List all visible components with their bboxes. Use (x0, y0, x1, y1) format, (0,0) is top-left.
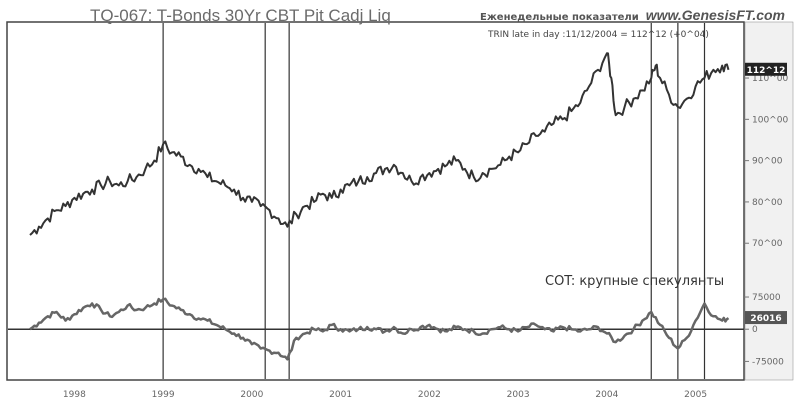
x-tick-label-1999: 1999 (152, 390, 175, 400)
chart-title: TQ-067: T-Bonds 30Yr CBT Pit Cadj Liq (90, 6, 391, 25)
price-last-value: 112^12 (747, 66, 786, 76)
cot-tick-label-1: 0 (752, 325, 758, 335)
cot-last-value: 26016 (750, 314, 781, 324)
x-axis-tick-labels: 1998 1999 2000 2001 2002 2003 2004 2005 (63, 390, 707, 400)
x-tick-label-2004: 2004 (595, 390, 618, 400)
price-tick-label-1: 100^00 (752, 115, 788, 125)
x-tick-label-2001: 2001 (329, 390, 352, 400)
price-last-badge: 112^12 (745, 62, 787, 76)
price-axis-ticks: 110^00 100^00 90^00 80^00 70^00 (744, 74, 788, 249)
cot-axis-ticks: 75000 0 -75000 (744, 293, 784, 367)
price-tick-label-3: 80^00 (752, 198, 783, 208)
x-tick-label-2005: 2005 (684, 390, 707, 400)
price-tick-label-2: 90^00 (752, 157, 783, 167)
source-watermark: www.GenesisFT.com (646, 7, 785, 23)
last-quote-text: TRIN late in day :11/12/2004 = 112^12 (+… (487, 30, 709, 40)
cot-tick-label-0: 75000 (752, 293, 781, 303)
price-tick-label-0: 110^00 (752, 74, 788, 84)
cot-last-badge: 26016 (745, 311, 787, 325)
cot-panel-label: COT: крупные спекулянты (545, 274, 724, 289)
price-tick-label-4: 70^00 (752, 239, 783, 249)
vertical-markers (162, 23, 706, 379)
x-tick-label-2002: 2002 (418, 390, 441, 400)
cot-series-line (29, 297, 730, 361)
price-series-line (29, 52, 730, 236)
x-tick-label-1998: 1998 (63, 390, 86, 400)
chart-subtitle: Еженедельные показатели (480, 12, 639, 23)
cot-tick-label-2: -75000 (752, 357, 784, 367)
plot-frame (6, 21, 745, 381)
x-tick-label-2003: 2003 (507, 390, 530, 400)
x-tick-label-2000: 2000 (240, 390, 263, 400)
